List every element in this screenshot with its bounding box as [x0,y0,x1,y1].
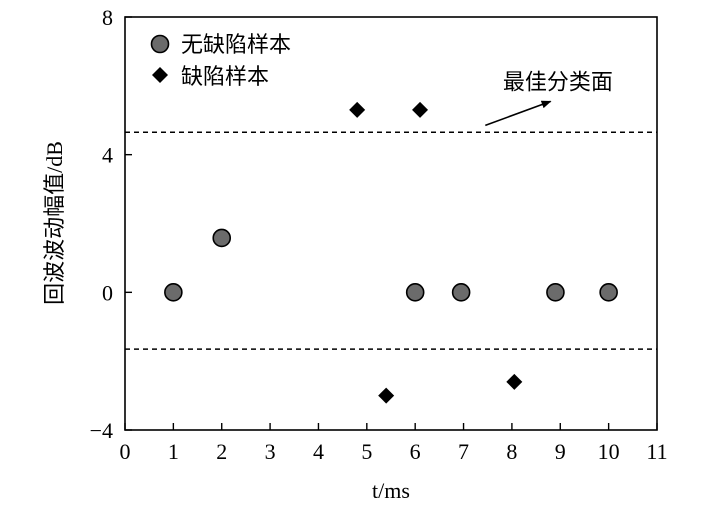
y-tick-label: −4 [90,418,113,443]
y-tick-label: 4 [102,143,113,168]
y-tick-label: 8 [102,5,113,30]
data-point-no-defect [405,283,425,302]
x-tick-label: 6 [410,439,421,464]
plot-area: 0 1 2 3 4 5 6 7 8 9 10 11 −4 0 4 8 最佳分类面 [90,5,668,464]
legend-label-no-defect: 无缺陷样本 [181,33,291,58]
data-point-no-defect [599,283,618,302]
x-tick-label: 10 [598,439,620,464]
x-axis-title: t/ms [372,478,410,503]
data-point-defect [349,101,366,118]
annotation-arrow [485,100,552,127]
y-tick-label: 0 [102,280,113,305]
data-point-no-defect [164,283,183,302]
y-axis-title: 回波波动幅值/dB [42,141,67,305]
x-tick-label: 5 [361,439,372,464]
data-point-no-defect [212,228,232,248]
x-tick-label: 3 [265,439,276,464]
legend-diamond-marker [152,67,168,83]
legend: 无缺陷样本 缺陷样本 [150,33,291,90]
x-tick-label: 9 [555,439,566,464]
data-point-no-defect [546,283,565,302]
x-tick-label: 11 [646,439,667,464]
x-tick-label: 4 [313,439,324,464]
data-point-no-defect [451,283,471,302]
x-tick-label: 2 [216,439,227,464]
x-tick-label: 8 [506,439,517,464]
legend-label-defect: 缺陷样本 [181,65,269,90]
plot-frame [124,16,658,431]
annotation-label: 最佳分类面 [503,71,613,96]
x-tick-label: 1 [168,439,179,464]
x-tick-label: 7 [458,439,469,464]
x-tick-label: 0 [120,439,131,464]
data-point-defect [506,373,523,390]
legend-circle-marker [150,34,170,54]
data-point-defect [378,387,395,404]
data-point-defect [412,101,429,118]
